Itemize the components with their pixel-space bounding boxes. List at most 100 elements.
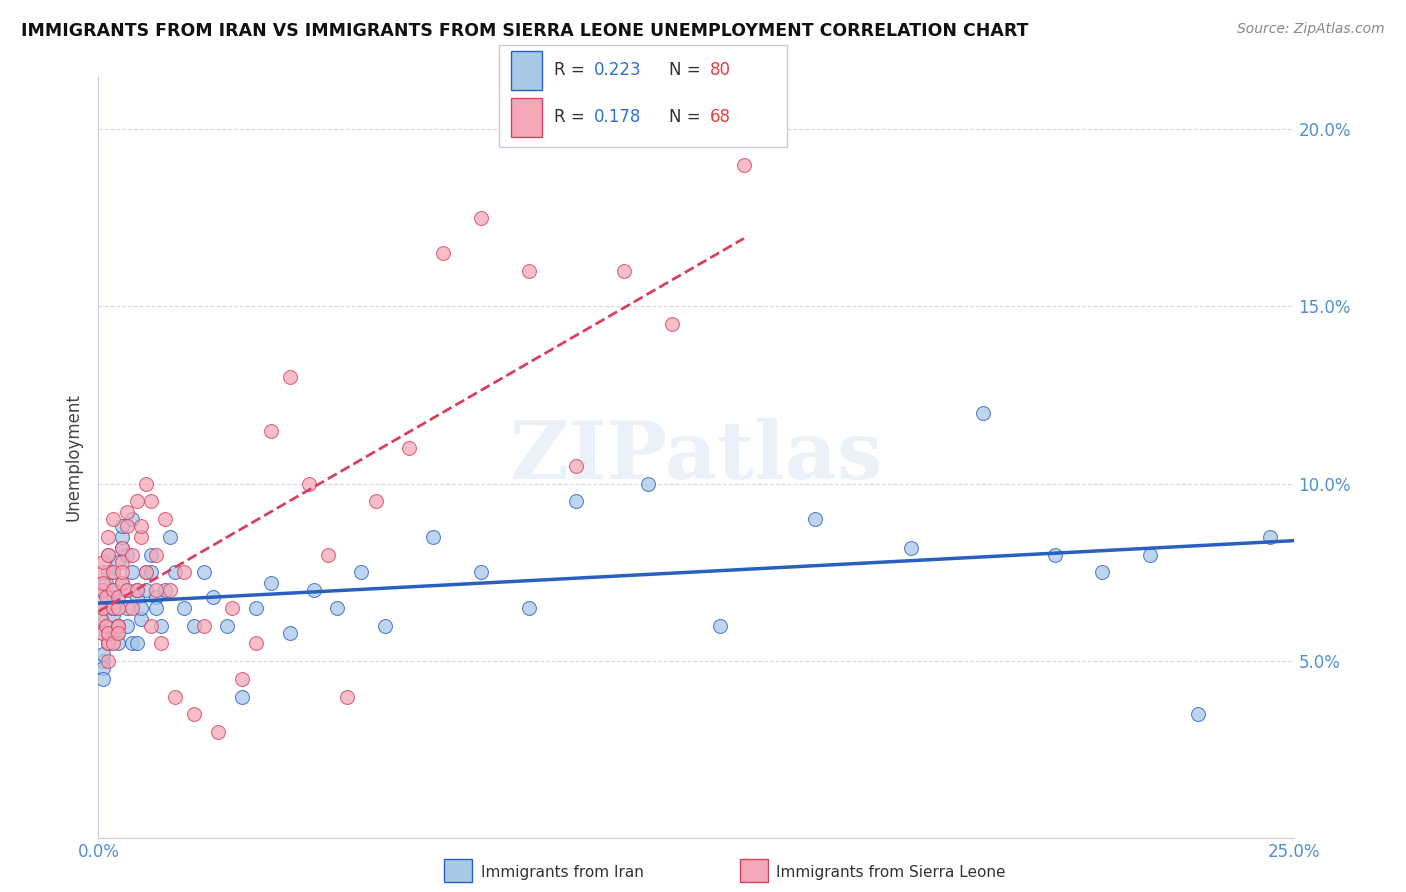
Point bbox=[115, 548, 138, 562]
Point bbox=[91, 654, 114, 668]
Point bbox=[139, 494, 162, 508]
Point bbox=[245, 636, 267, 650]
Point bbox=[97, 548, 120, 562]
Point bbox=[101, 566, 124, 580]
Point bbox=[90, 611, 112, 625]
Point bbox=[336, 690, 359, 704]
Text: Source: ZipAtlas.com: Source: ZipAtlas.com bbox=[1237, 22, 1385, 37]
Point bbox=[97, 591, 120, 605]
Point bbox=[163, 690, 186, 704]
Point bbox=[278, 370, 301, 384]
Point bbox=[1091, 566, 1114, 580]
Point bbox=[131, 530, 153, 544]
Point bbox=[145, 591, 167, 605]
Point bbox=[207, 725, 229, 739]
Point bbox=[115, 601, 138, 615]
Point bbox=[155, 512, 177, 526]
Point bbox=[231, 690, 253, 704]
Point bbox=[422, 530, 444, 544]
Point bbox=[91, 566, 114, 580]
Point bbox=[217, 618, 239, 632]
Point bbox=[202, 591, 225, 605]
FancyBboxPatch shape bbox=[444, 859, 472, 882]
Point bbox=[107, 618, 129, 632]
Point bbox=[972, 406, 994, 420]
Point bbox=[139, 618, 162, 632]
Point bbox=[91, 661, 114, 675]
Text: IMMIGRANTS FROM IRAN VS IMMIGRANTS FROM SIERRA LEONE UNEMPLOYMENT CORRELATION CH: IMMIGRANTS FROM IRAN VS IMMIGRANTS FROM … bbox=[21, 22, 1029, 40]
Point bbox=[111, 541, 134, 555]
Text: N =: N = bbox=[669, 109, 706, 127]
Point bbox=[374, 618, 396, 632]
Point bbox=[107, 625, 129, 640]
FancyBboxPatch shape bbox=[510, 98, 543, 137]
Point bbox=[97, 636, 120, 650]
Point bbox=[101, 636, 124, 650]
Point bbox=[91, 625, 114, 640]
Point bbox=[470, 211, 492, 225]
Point bbox=[1187, 707, 1209, 722]
Point bbox=[97, 566, 120, 580]
Point bbox=[101, 601, 124, 615]
Point bbox=[804, 512, 827, 526]
Point bbox=[115, 519, 138, 533]
Point bbox=[121, 512, 143, 526]
Point bbox=[97, 530, 120, 544]
Text: ZIPatlas: ZIPatlas bbox=[510, 418, 882, 496]
Text: 80: 80 bbox=[710, 62, 731, 79]
Point bbox=[115, 583, 138, 598]
Point bbox=[135, 566, 157, 580]
Point bbox=[101, 601, 124, 615]
Point bbox=[107, 555, 129, 569]
FancyBboxPatch shape bbox=[740, 859, 768, 882]
Point bbox=[149, 636, 172, 650]
Point bbox=[145, 583, 167, 598]
Text: Immigrants from Sierra Leone: Immigrants from Sierra Leone bbox=[776, 865, 1005, 880]
Point bbox=[101, 601, 124, 615]
Point bbox=[115, 583, 138, 598]
Point bbox=[364, 494, 387, 508]
Point bbox=[121, 548, 143, 562]
Point bbox=[121, 566, 143, 580]
Point bbox=[101, 583, 124, 598]
Point bbox=[173, 566, 195, 580]
Point bbox=[221, 601, 243, 615]
Point bbox=[231, 672, 253, 686]
Point bbox=[245, 601, 267, 615]
Point bbox=[135, 583, 157, 598]
Point bbox=[94, 618, 117, 632]
Point bbox=[517, 601, 540, 615]
Point bbox=[183, 707, 205, 722]
Text: Immigrants from Iran: Immigrants from Iran bbox=[481, 865, 644, 880]
Point bbox=[111, 576, 134, 591]
Point bbox=[155, 583, 177, 598]
FancyBboxPatch shape bbox=[499, 45, 787, 147]
Point bbox=[1258, 530, 1281, 544]
Point bbox=[139, 566, 162, 580]
Point bbox=[565, 494, 588, 508]
Point bbox=[613, 264, 636, 278]
Y-axis label: Unemployment: Unemployment bbox=[65, 393, 83, 521]
Point bbox=[91, 647, 114, 661]
Point bbox=[259, 576, 281, 591]
Point bbox=[97, 636, 120, 650]
Point bbox=[125, 636, 148, 650]
Point bbox=[111, 530, 134, 544]
Point bbox=[193, 566, 215, 580]
Point bbox=[131, 519, 153, 533]
Point bbox=[91, 601, 114, 615]
Point bbox=[90, 611, 112, 625]
Text: 68: 68 bbox=[710, 109, 731, 127]
Point bbox=[121, 636, 143, 650]
Point bbox=[149, 618, 172, 632]
Point bbox=[101, 591, 124, 605]
Point bbox=[565, 458, 588, 473]
Point bbox=[350, 566, 373, 580]
Point bbox=[111, 519, 134, 533]
Point bbox=[107, 618, 129, 632]
Point bbox=[94, 618, 117, 632]
Point bbox=[1139, 548, 1161, 562]
Point bbox=[517, 264, 540, 278]
Point bbox=[94, 591, 117, 605]
Point bbox=[111, 566, 134, 580]
